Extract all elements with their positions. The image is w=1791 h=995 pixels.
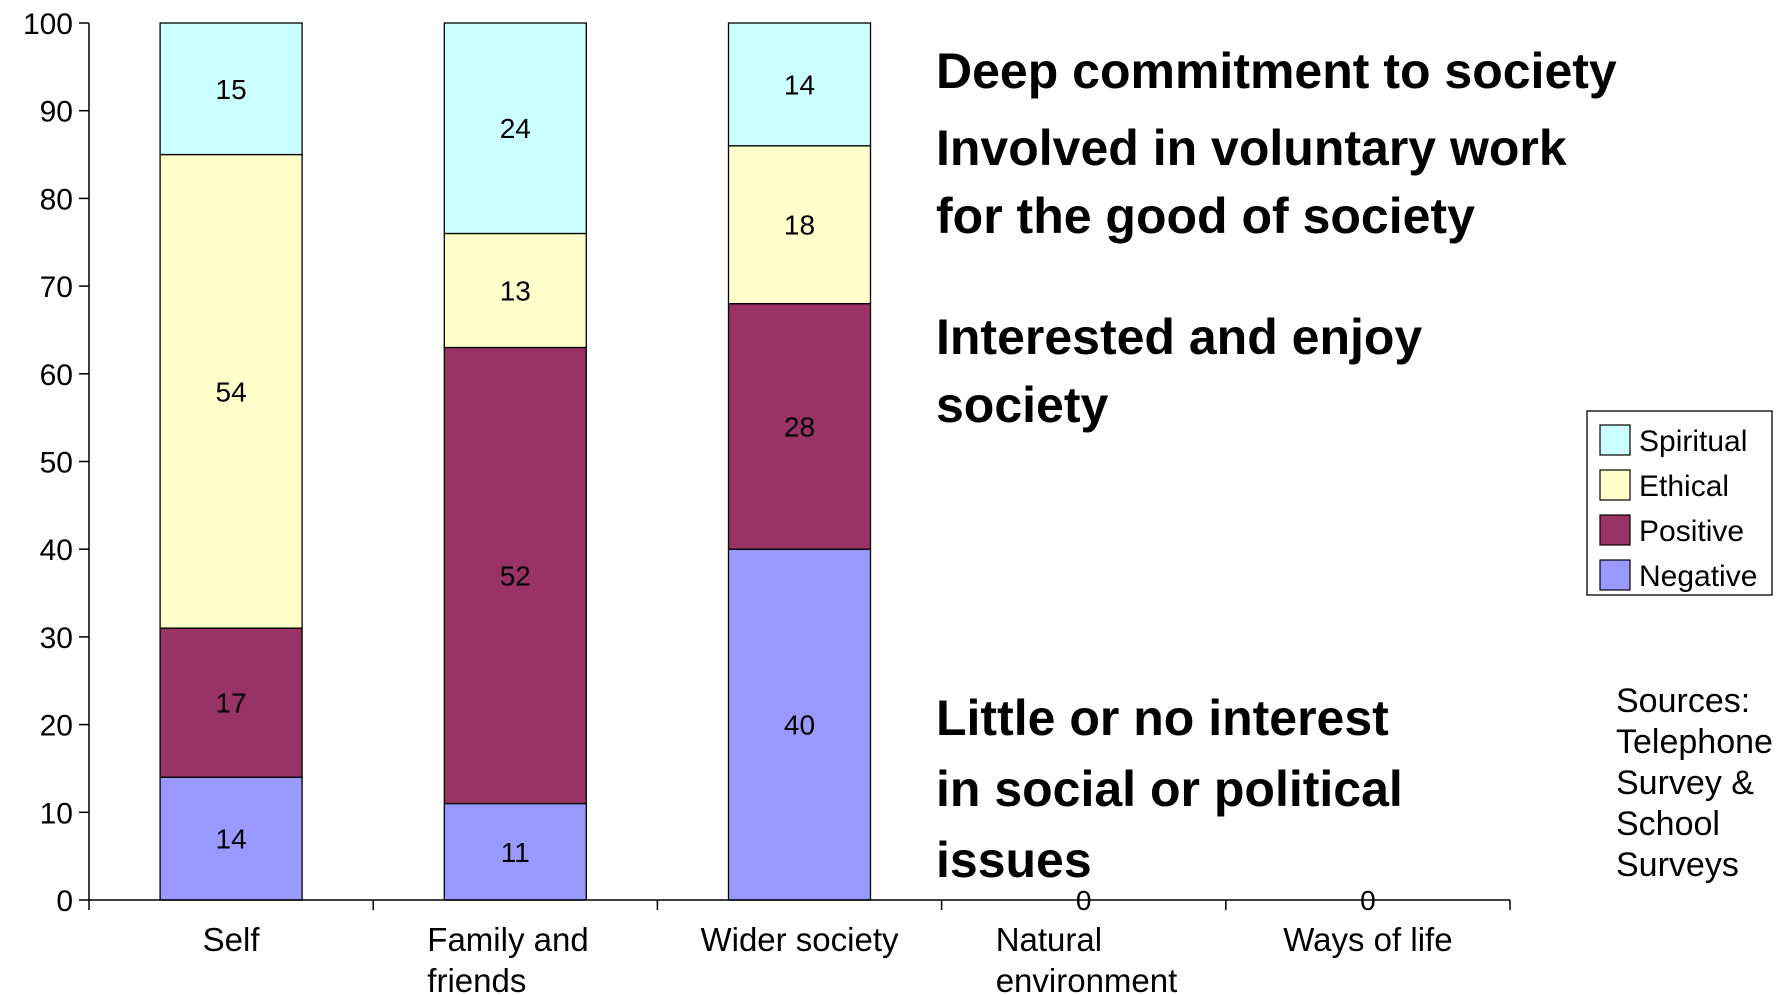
annotation-deep-commitment: Deep commitment to society bbox=[936, 43, 1617, 99]
data-label: 17 bbox=[216, 688, 247, 719]
legend-label: Positive bbox=[1639, 515, 1744, 548]
bar-segment bbox=[159, 22, 303, 156]
y-tick-label: 70 bbox=[40, 271, 73, 304]
data-label: 14 bbox=[216, 824, 247, 855]
bar-segment bbox=[443, 22, 587, 235]
legend-label: Spiritual bbox=[1639, 425, 1747, 458]
data-label: 28 bbox=[784, 411, 815, 442]
annotation-interested: Interested and enjoy society bbox=[936, 309, 1423, 433]
x-tick-label: Self bbox=[203, 921, 261, 958]
bar-segment bbox=[443, 232, 587, 349]
bar-segment bbox=[727, 145, 872, 305]
x-tick-label: Wider society bbox=[700, 921, 899, 958]
y-tick-label: 80 bbox=[40, 183, 73, 216]
legend-label: Negative bbox=[1639, 560, 1757, 593]
data-label: 52 bbox=[500, 561, 531, 592]
data-label: 13 bbox=[500, 275, 531, 306]
bar-segment bbox=[159, 776, 303, 901]
data-label: 18 bbox=[784, 210, 815, 241]
y-tick-label: 50 bbox=[40, 447, 73, 480]
x-tick-label: Family and friends bbox=[427, 921, 588, 995]
y-tick-label: 30 bbox=[40, 622, 73, 655]
legend-label: Ethical bbox=[1639, 470, 1729, 503]
data-label: 24 bbox=[500, 113, 531, 144]
bar-segment bbox=[727, 22, 872, 147]
data-label: 14 bbox=[784, 69, 815, 100]
annotation-little-interest: Little or no interest in social or polit… bbox=[936, 690, 1403, 888]
bar-segment bbox=[443, 346, 587, 805]
y-tick-label: 20 bbox=[40, 710, 73, 743]
y-tick-label: 10 bbox=[40, 797, 73, 830]
annotation-voluntary-work: Involved in voluntary work for the good … bbox=[936, 120, 1567, 244]
data-label: 15 bbox=[216, 74, 247, 105]
x-tick-label: Natural environment bbox=[996, 921, 1178, 995]
data-label: 54 bbox=[216, 376, 247, 407]
y-tick-label: 0 bbox=[56, 885, 73, 918]
x-tick-label: Ways of life bbox=[1283, 921, 1452, 958]
y-tick-label: 40 bbox=[40, 534, 73, 567]
data-label: 11 bbox=[501, 837, 530, 868]
bar-segment bbox=[159, 153, 303, 629]
bar-segment bbox=[727, 302, 872, 550]
y-tick-label: 60 bbox=[40, 359, 73, 392]
sources-note: Sources: Telephone Survey & School Surve… bbox=[1616, 682, 1773, 884]
legend-swatch bbox=[1599, 469, 1631, 501]
y-tick-label: 90 bbox=[40, 96, 73, 129]
legend-swatch bbox=[1599, 514, 1631, 546]
data-label: 40 bbox=[784, 710, 815, 741]
legend-swatch bbox=[1599, 559, 1631, 591]
legend-swatch bbox=[1599, 424, 1631, 456]
bar-segment bbox=[727, 548, 872, 901]
y-tick-label: 100 bbox=[23, 8, 73, 41]
